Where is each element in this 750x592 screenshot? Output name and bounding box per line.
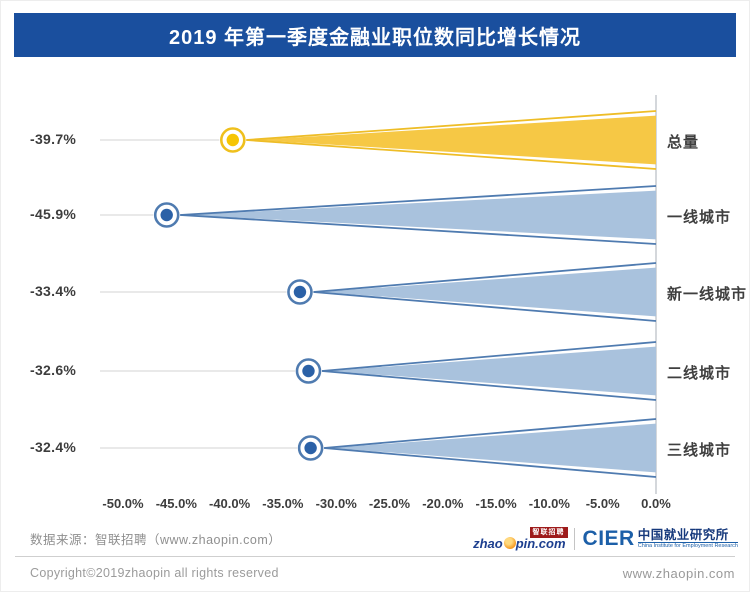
website-url: www.zhaopin.com	[622, 566, 735, 581]
title-banner: 2019 年第一季度金融业职位数同比增长情况	[14, 13, 736, 57]
zhaopin-sun-icon	[503, 537, 516, 549]
data-source-note: 数据来源：智联招聘（www.zhaopin.com）	[30, 533, 282, 547]
x-tick-label: -35.0%	[262, 496, 304, 511]
data-point-dot	[293, 285, 307, 299]
x-tick-label: -15.0%	[475, 496, 517, 511]
x-tick-label: -20.0%	[422, 496, 464, 511]
funnel-fill	[253, 115, 656, 165]
funnel-edge-bottom	[324, 447, 657, 478]
x-tick-label: 0.0%	[641, 496, 671, 511]
data-point-dot	[160, 208, 173, 222]
x-tick-label: -5.0%	[585, 496, 620, 511]
value-label: -32.6%	[30, 362, 77, 378]
value-label: -39.7%	[30, 131, 77, 147]
funnel-fill	[187, 190, 656, 240]
category-label: 二线城市	[667, 365, 732, 382]
funnel-edge-top	[313, 262, 657, 293]
funnel-edge-bottom	[321, 370, 657, 401]
data-point-dot	[226, 133, 239, 147]
x-tick-label: -45.0%	[155, 496, 197, 511]
funnel-edge-top	[324, 418, 657, 449]
logo-divider	[573, 528, 575, 550]
value-label: -33.4%	[30, 283, 77, 299]
zhaopin-logo-zhao: zhao	[473, 535, 503, 551]
funnel-edge-bottom	[180, 214, 657, 245]
funnel-fill	[331, 423, 656, 473]
funnel-fill	[320, 267, 656, 317]
x-tick-label: -50.0%	[102, 496, 144, 511]
zhaopin-logo: 智联招聘 zhao pin.com	[473, 526, 568, 551]
category-label: 新一线城市	[667, 286, 748, 303]
data-point-dot	[302, 364, 315, 378]
cier-name-en: China Institute for Employment Research	[637, 542, 738, 549]
cier-logo: CIER 中国就业研究所 China Institute for Employm…	[583, 527, 738, 551]
category-label: 一线城市	[667, 209, 732, 226]
page-title: 2019 年第一季度金融业职位数同比增长情况	[168, 26, 582, 49]
data-point-dot	[304, 441, 317, 455]
x-tick-label: -10.0%	[528, 496, 570, 511]
value-label: -45.9%	[30, 206, 77, 222]
funnel-edge-bottom	[246, 139, 657, 170]
footer-divider-line	[15, 556, 735, 557]
funnel-edge-top	[321, 341, 657, 372]
zhaopin-logo-pin: pin.com	[515, 535, 566, 551]
zhaopin-flag-label: 智联招聘	[529, 526, 568, 538]
x-tick-label: -30.0%	[315, 496, 357, 511]
funnel-edge-top	[246, 110, 657, 141]
funnel-edge-top	[180, 185, 657, 216]
value-label: -32.4%	[30, 439, 77, 455]
x-tick-label: -25.0%	[368, 496, 411, 511]
funnel-fill	[328, 346, 656, 396]
funnel-edge-bottom	[313, 291, 657, 322]
cier-acronym: CIER	[582, 527, 635, 550]
cier-name-cn: 中国就业研究所	[637, 527, 729, 542]
copyright-note: Copyright©2019zhaopin all rights reserve…	[30, 566, 279, 580]
category-label: 总量	[667, 134, 700, 151]
category-label: 三线城市	[667, 442, 732, 459]
x-tick-label: -40.0%	[208, 496, 251, 511]
footer-logos: 智联招聘 zhao pin.com CIER 中国就业研究所 China Ins…	[473, 524, 738, 554]
